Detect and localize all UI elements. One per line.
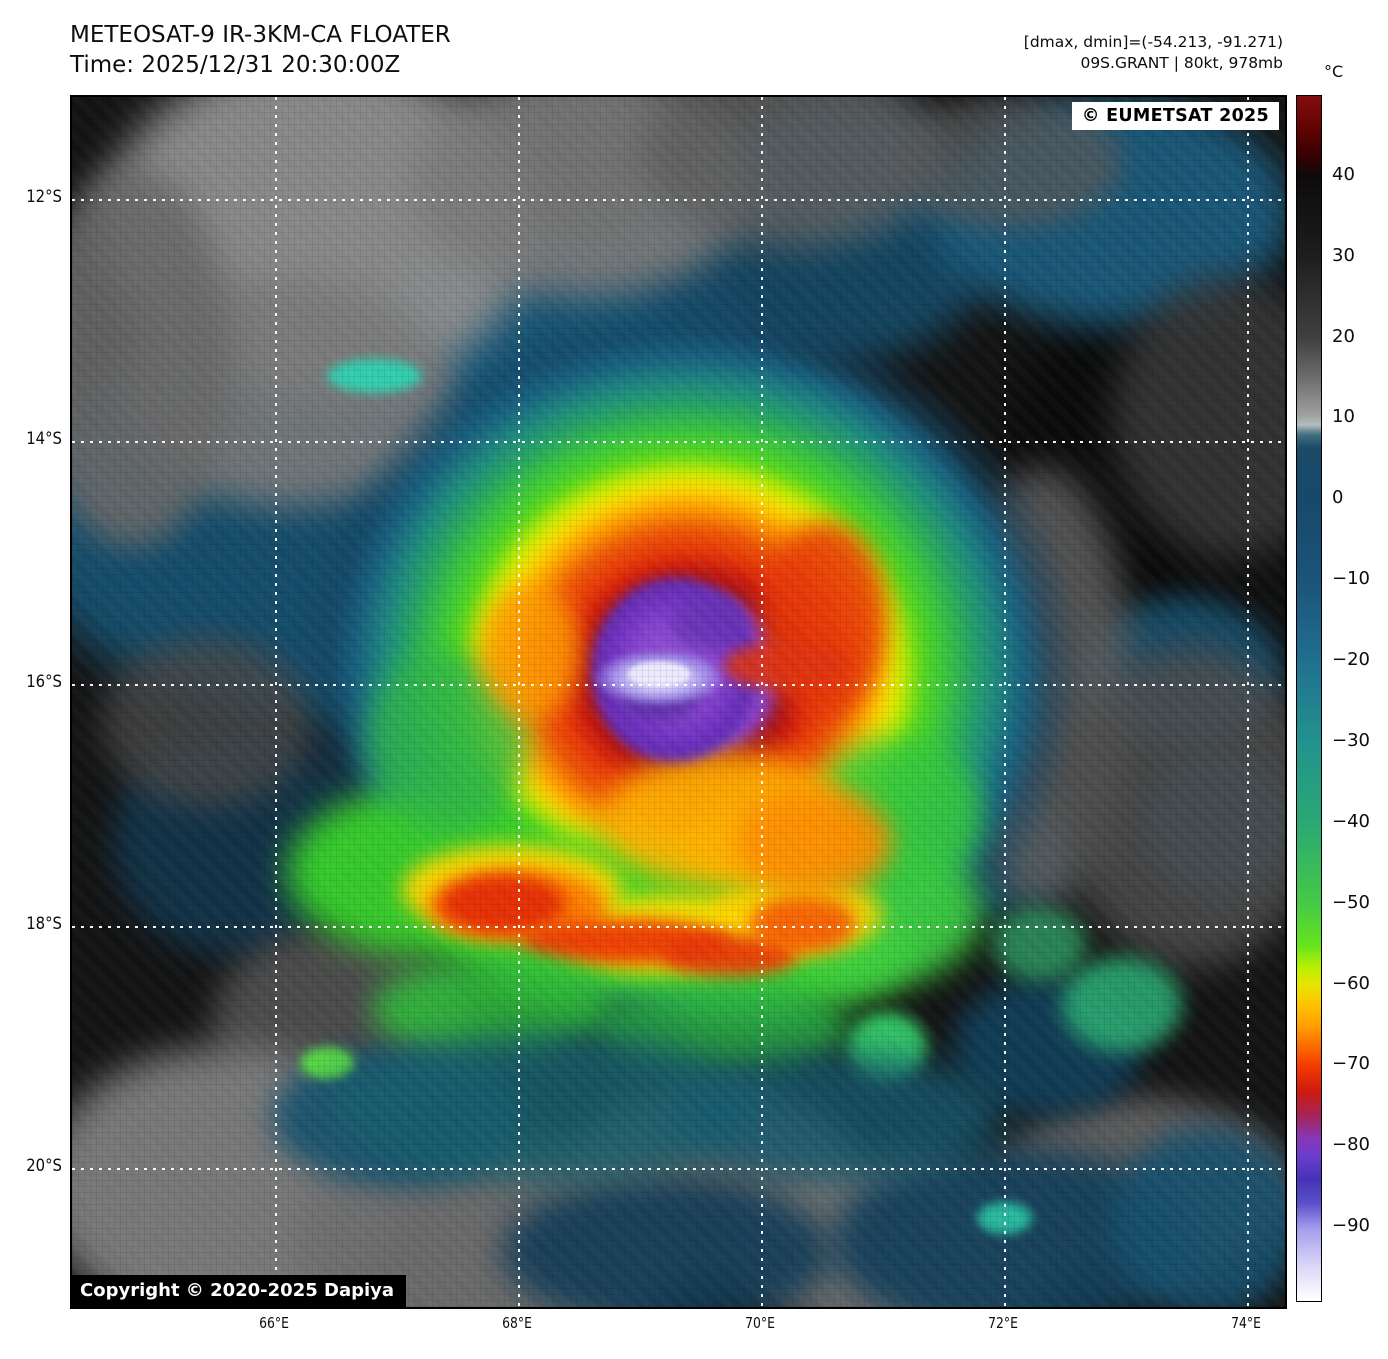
lon-tick-label: 72°E [988, 1314, 1018, 1332]
temperature-colorbar [1296, 95, 1322, 1302]
gridline-horizontal [72, 926, 1285, 929]
colorbar-tick-label: −90 [1332, 1215, 1370, 1237]
scene-blob [502, 1177, 832, 1307]
scene-blob [642, 97, 942, 247]
gridline-horizontal [72, 684, 1285, 687]
storm-info-block: [dmax, dmin]=(-54.213, -91.271) 09S.GRAN… [1024, 32, 1283, 74]
colorbar-tick-label: −80 [1332, 1134, 1370, 1156]
dmax-dmin-readout: [dmax, dmin]=(-54.213, -91.271) [1023, 33, 1283, 51]
scene-blob [300, 1047, 355, 1079]
scene-blob [628, 662, 690, 686]
lon-tick-label: 66°E [259, 1314, 289, 1332]
scene-blob [480, 585, 580, 720]
lat-tick-label: 20°S [26, 1156, 62, 1176]
scene-blob [750, 895, 855, 953]
colorbar-tick-label: 30 [1332, 244, 1355, 266]
colorbar-tick-label: −10 [1332, 568, 1370, 590]
gridline-vertical [761, 97, 764, 1307]
lat-tick-label: 18°S [26, 914, 62, 934]
scene-blob [1112, 1127, 1285, 1307]
satellite-image [72, 97, 1285, 1307]
scene-blob [1062, 957, 1182, 1052]
gridline-vertical [1004, 97, 1007, 1307]
satellite-map: © EUMETSAT 2025 Copyright © 2020-2025 Da… [70, 95, 1287, 1309]
colorbar-tick-label: −70 [1332, 1053, 1370, 1075]
copyright-badge: Copyright © 2020-2025 Dapiya [72, 1275, 407, 1307]
scene-blob [724, 642, 849, 690]
gridline-horizontal [72, 440, 1285, 443]
colorbar-tick-label: −60 [1332, 972, 1370, 994]
colorbar-tick-label: 10 [1332, 406, 1355, 428]
scene-blob [672, 1052, 1002, 1182]
colorbar-tick-label: −40 [1332, 810, 1370, 832]
storm-id-intensity: 09S.GRANT | 80kt, 978mb [1080, 54, 1283, 72]
lat-tick-label: 16°S [26, 672, 62, 692]
page-title: METEOSAT-9 IR-3KM-CA FLOATER [70, 22, 451, 48]
gridline-vertical [275, 97, 278, 1307]
header-title-block: METEOSAT-9 IR-3KM-CA FLOATER Time: 2025/… [70, 20, 451, 80]
scene-blob [440, 875, 565, 933]
scene-blob [72, 167, 232, 547]
colorbar-tick-label: −50 [1332, 891, 1370, 913]
scene-blob [670, 595, 745, 650]
lon-tick-label: 68°E [502, 1314, 532, 1332]
eumetsat-badge: © EUMETSAT 2025 [1071, 102, 1279, 130]
colorbar-tick-label: 20 [1332, 325, 1355, 347]
colorbar-unit-label: °C [1324, 62, 1344, 81]
colorbar-tick-label: −30 [1332, 729, 1370, 751]
gridline-horizontal [72, 198, 1285, 201]
colorbar-tick-label: −20 [1332, 649, 1370, 671]
lat-tick-label: 12°S [26, 186, 62, 206]
colorbar-tick-label: 0 [1332, 487, 1344, 509]
lon-tick-label: 70°E [745, 1314, 775, 1332]
lon-tick-label: 74°E [1231, 1314, 1261, 1332]
timestamp: Time: 2025/12/31 20:30:00Z [70, 52, 401, 78]
lat-tick-label: 14°S [26, 428, 62, 448]
gridline-horizontal [72, 1168, 1285, 1171]
gridline-vertical [517, 97, 520, 1307]
gridline-vertical [1247, 97, 1249, 1307]
colorbar-tick-label: 40 [1332, 163, 1355, 185]
